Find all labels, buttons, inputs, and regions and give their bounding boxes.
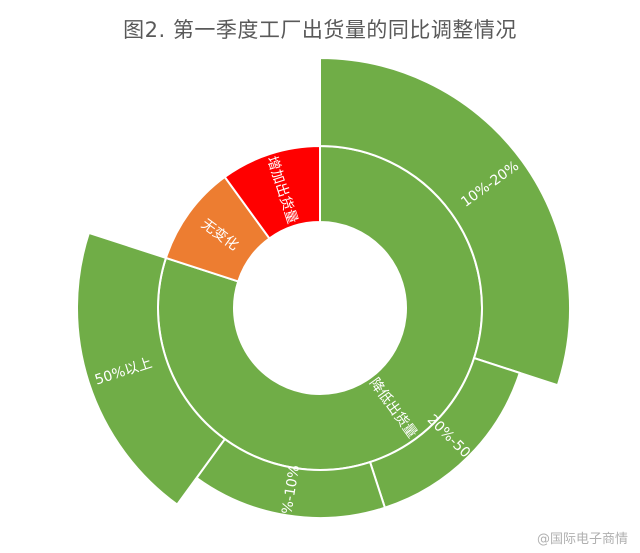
chart-title: 图2. 第一季度工厂出货量的同比调整情况 (123, 18, 517, 42)
outer-segment-0 (319, 56, 571, 387)
outer-segment-3 (76, 231, 227, 506)
watermark: @国际电子商情 (536, 532, 628, 547)
